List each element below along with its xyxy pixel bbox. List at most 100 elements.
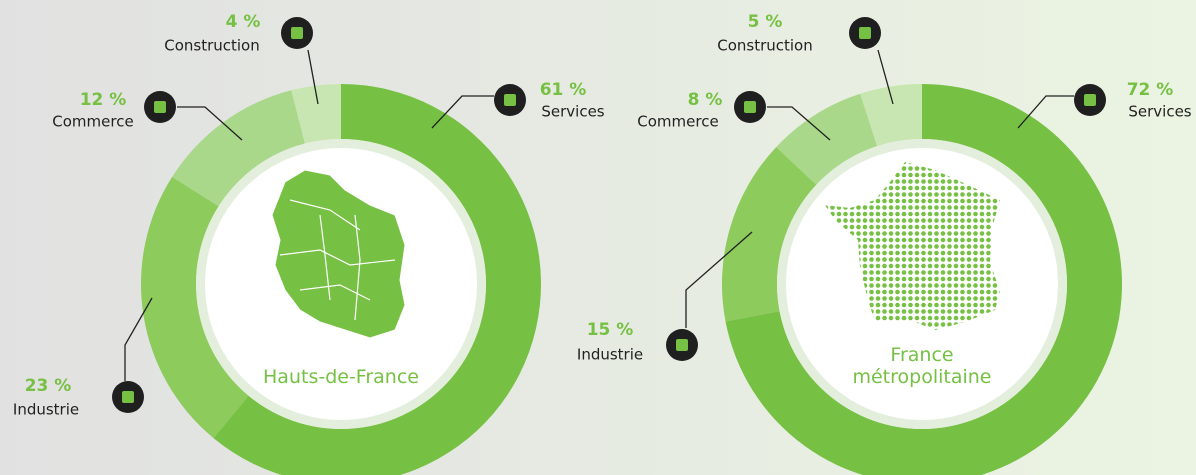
map-dot: [914, 309, 920, 314]
icon-glyph: [859, 27, 871, 39]
map-dot: [973, 244, 978, 249]
map-dot: [901, 166, 907, 171]
map-dot: [979, 257, 985, 262]
map-dot: [934, 218, 939, 223]
value-label: 23 %: [25, 376, 72, 396]
map-dot: [927, 244, 933, 249]
category-label: Industrie: [13, 401, 79, 419]
map-dot: [973, 198, 978, 204]
map-dot: [921, 237, 926, 243]
map-dot: [960, 302, 965, 308]
map-dot: [901, 205, 907, 210]
map-dot: [927, 185, 933, 191]
map-dot: [869, 257, 874, 262]
map-dot: [914, 276, 920, 282]
map-dot: [947, 244, 952, 249]
map-dot: [895, 289, 900, 295]
map-dot: [888, 250, 894, 256]
map-dot: [947, 289, 952, 295]
map-dot: [921, 166, 926, 171]
map-dot: [934, 289, 939, 295]
map-dot: [934, 296, 939, 301]
map-dot: [908, 283, 913, 288]
map-dot: [947, 231, 952, 236]
map-dot: [921, 276, 926, 282]
map-dot: [908, 224, 913, 230]
map-dot: [875, 270, 881, 275]
map-dot: [966, 185, 972, 191]
map-dot: [908, 296, 913, 301]
map-dot: [921, 205, 926, 210]
donut-slice: [140, 176, 249, 439]
map-dot: [979, 276, 985, 282]
map-dot: [888, 192, 894, 197]
center-label: France métropolitaine: [852, 344, 992, 388]
map-dot: [856, 211, 861, 217]
region-border: [354, 214, 361, 321]
map-dot: [973, 283, 978, 288]
map-dot: [882, 205, 887, 210]
map-dot: [875, 211, 881, 217]
map-dot: [966, 244, 972, 249]
map-dot: [914, 224, 920, 230]
map-dot: [960, 218, 965, 223]
map-dot: [908, 244, 913, 249]
map-dot: [940, 257, 946, 262]
map-dot: [875, 237, 881, 243]
map-dot: [862, 276, 868, 282]
map-dot: [960, 309, 965, 314]
map-dot: [934, 172, 939, 178]
map-dot: [869, 250, 874, 256]
map-dot: [862, 224, 868, 230]
value-label: 72 %: [1127, 80, 1174, 100]
map-dot: [882, 270, 887, 275]
map-dot: [914, 296, 920, 301]
map-dot: [986, 296, 991, 301]
map-dot: [875, 231, 881, 236]
region-border: [319, 214, 331, 301]
map-dot: [953, 198, 959, 204]
map-dot: [914, 250, 920, 256]
map-dot: [869, 205, 874, 210]
map-dot: [901, 296, 907, 301]
map-dot: [908, 315, 913, 321]
map-dot: [973, 205, 978, 210]
map-dot: [914, 179, 920, 184]
map-dot: [966, 192, 972, 197]
map-dot: [882, 263, 887, 269]
map-dot: [953, 309, 959, 314]
map-dot: [934, 179, 939, 184]
map-dot: [960, 296, 965, 301]
map-dot: [869, 263, 874, 269]
map-dot: [888, 211, 894, 217]
map-dot: [901, 283, 907, 288]
map-dot: [901, 309, 907, 314]
map-dot: [888, 237, 894, 243]
map-dot: [921, 224, 926, 230]
map-dot: [934, 237, 939, 243]
map-dot: [966, 263, 972, 269]
map-dot: [921, 302, 926, 308]
icon-glyph: [676, 339, 688, 351]
map-dot: [986, 289, 991, 295]
leader-line: [685, 231, 753, 328]
map-dot: [856, 231, 861, 236]
map-dot: [992, 296, 998, 301]
map-dot: [882, 231, 887, 236]
map-dot: [869, 270, 874, 275]
map-dot: [966, 218, 972, 223]
map-dot: [960, 270, 965, 275]
map-dot: [908, 198, 913, 204]
leader-line: [767, 106, 831, 141]
map-dot: [979, 218, 985, 223]
map-dot: [953, 276, 959, 282]
map-dot: [934, 224, 939, 230]
map-dot: [856, 224, 861, 230]
map-dot: [986, 224, 991, 230]
map-dot: [895, 309, 900, 314]
map-dot: [979, 231, 985, 236]
map-dot: [895, 231, 900, 236]
map-dot: [953, 257, 959, 262]
map-dot: [927, 263, 933, 269]
